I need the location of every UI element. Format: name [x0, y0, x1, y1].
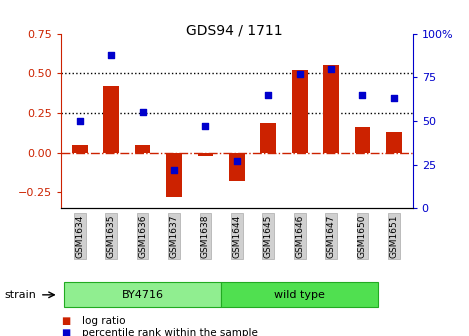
Bar — [103, 86, 119, 153]
Bar — [72, 145, 88, 153]
Bar — [355, 127, 371, 153]
Point — [296, 71, 303, 77]
Text: percentile rank within the sample: percentile rank within the sample — [82, 328, 258, 336]
Bar — [135, 145, 151, 153]
Bar — [260, 123, 276, 153]
Point — [233, 159, 241, 164]
Point — [76, 118, 83, 124]
Bar — [323, 66, 339, 153]
Text: BY4716: BY4716 — [121, 290, 164, 300]
Point — [390, 95, 398, 101]
Point — [139, 110, 146, 115]
Bar — [197, 153, 213, 156]
Text: strain: strain — [5, 290, 37, 300]
Text: wild type: wild type — [274, 290, 325, 300]
Text: ■: ■ — [61, 328, 70, 336]
Text: log ratio: log ratio — [82, 316, 126, 326]
Point — [202, 124, 209, 129]
Bar — [292, 70, 308, 153]
Point — [170, 167, 178, 173]
Text: GDS94 / 1711: GDS94 / 1711 — [186, 24, 283, 38]
Point — [107, 52, 115, 57]
Bar — [386, 132, 402, 153]
Bar — [229, 153, 245, 181]
Text: ■: ■ — [61, 316, 70, 326]
Point — [359, 92, 366, 97]
Point — [327, 66, 335, 71]
Bar — [166, 153, 182, 197]
Point — [265, 92, 272, 97]
